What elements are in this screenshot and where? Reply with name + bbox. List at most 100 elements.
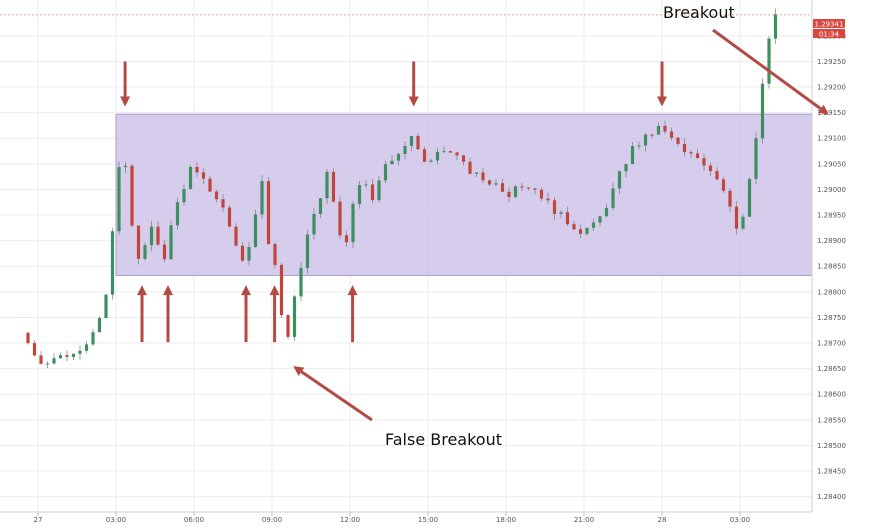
y-tick-label: 1.29000 [817, 186, 846, 194]
candle [292, 294, 297, 342]
candle-body [773, 14, 778, 39]
candle-body [65, 355, 69, 357]
annotation-breakout: Breakout [663, 3, 735, 22]
y-tick-label: 1.28850 [817, 263, 846, 271]
candle [299, 262, 303, 301]
candle [520, 182, 524, 192]
candle [26, 331, 30, 345]
candle-body [403, 145, 407, 154]
candle-body [260, 181, 264, 215]
touch-arrow [269, 285, 280, 343]
candle [123, 161, 128, 174]
candle-body [175, 202, 180, 226]
candle-body [58, 355, 63, 359]
candle [767, 36, 771, 89]
candle-body [188, 166, 193, 190]
x-tick-label: 18:00 [496, 516, 516, 524]
candle [312, 208, 316, 240]
candle-body [39, 355, 43, 364]
candle [91, 328, 95, 347]
candle [747, 177, 752, 218]
candle [240, 242, 245, 263]
candle-body [344, 235, 349, 243]
candle [448, 150, 453, 154]
candle [234, 223, 238, 247]
candle [156, 221, 160, 246]
candle-body [708, 165, 713, 172]
candle [136, 225, 141, 265]
candle [630, 141, 635, 165]
candle [669, 127, 674, 141]
candle-body [643, 134, 648, 146]
candle-body [604, 207, 609, 217]
candle-body [695, 153, 700, 159]
candle-body [767, 38, 771, 84]
candle [617, 169, 622, 194]
candle [201, 168, 206, 185]
candle-body [481, 172, 485, 181]
candle-body [156, 226, 160, 245]
candle [338, 196, 342, 240]
current-price-label: 1.29341 [815, 20, 844, 28]
candle [565, 206, 570, 226]
candle-body [630, 146, 635, 164]
candle-body [130, 165, 134, 226]
candle [526, 187, 531, 191]
candle [455, 151, 459, 160]
candle-body [715, 171, 719, 180]
candle-body [396, 153, 401, 161]
price-badge: 1.29341 01:34 [813, 19, 845, 38]
candle [695, 148, 700, 159]
candle [84, 340, 89, 354]
candle-body [533, 188, 537, 190]
candle-body [689, 152, 693, 154]
candle [468, 157, 472, 175]
candle-body [487, 180, 492, 185]
candle-body [338, 201, 342, 236]
candle-body [559, 212, 563, 214]
candle [429, 158, 433, 163]
candle-body [201, 172, 206, 179]
annotation-false-breakout: False Breakout [385, 430, 502, 449]
y-tick-label: 1.28400 [817, 493, 846, 501]
candle [585, 227, 589, 236]
candle-body [435, 151, 440, 161]
candle [71, 353, 76, 361]
candle [611, 182, 615, 211]
candle [715, 167, 719, 181]
candle-body [552, 200, 557, 214]
candle-body [390, 160, 394, 165]
countdown-badge-bg [813, 29, 845, 38]
arrow-head [269, 285, 280, 296]
candle [32, 340, 37, 357]
candle [409, 135, 414, 152]
countdown-label: 01:34 [819, 30, 840, 38]
candle [247, 242, 251, 266]
candle-body [617, 171, 622, 189]
candle-body [591, 222, 596, 228]
candle [286, 314, 290, 340]
y-tick-label: 1.29200 [817, 84, 846, 92]
touch-arrow [657, 61, 667, 107]
y-tick-label: 1.28950 [817, 212, 846, 220]
candle [513, 184, 518, 199]
candle [773, 8, 778, 44]
candle [175, 197, 180, 230]
candle [351, 201, 355, 249]
x-tick-labels: 27 03:00 06:00 09:00 12:00 15:00 18:00 21:00 28 0… [34, 516, 751, 524]
candle-body [52, 358, 56, 364]
candle-body [149, 226, 154, 246]
candle [403, 141, 407, 160]
candle-body [234, 226, 238, 246]
candle [214, 189, 219, 203]
arrow-head [408, 96, 419, 107]
candles-layer [26, 8, 778, 369]
candle [552, 197, 557, 220]
arrow-shaft [300, 370, 373, 422]
candle-body [91, 332, 95, 345]
candle-body [279, 264, 284, 316]
candle-body [513, 186, 518, 197]
candle-body [71, 353, 76, 357]
candle-body [747, 179, 752, 217]
candle-body [253, 214, 258, 248]
